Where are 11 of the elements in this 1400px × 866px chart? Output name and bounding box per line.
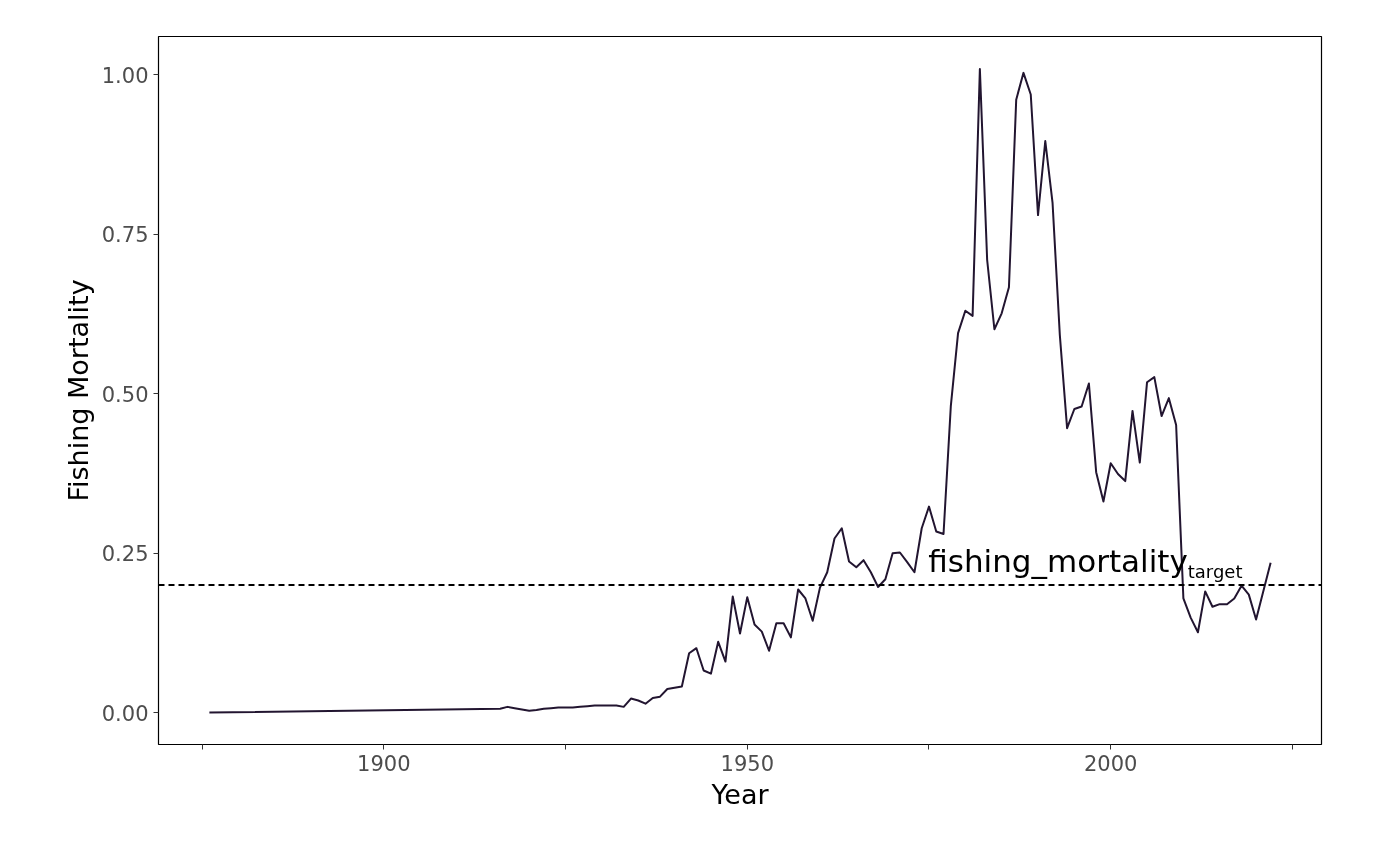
- x-tick-label: 2000: [1083, 751, 1138, 776]
- x-tick-label: 1950: [720, 751, 774, 776]
- y-tick-label: 0.00: [101, 701, 149, 726]
- y-axis-title: Fishing Mortality: [62, 279, 94, 502]
- y-tick-label: 0.25: [101, 542, 149, 567]
- y-tick-label: 1.00: [101, 63, 149, 88]
- x-axis-title: Year: [710, 778, 770, 810]
- y-tick-label: 0.50: [101, 382, 149, 407]
- x-tick-label: 1900: [357, 751, 411, 776]
- line-series: [208, 68, 1272, 714]
- y-tick-label: 0.75: [101, 223, 149, 248]
